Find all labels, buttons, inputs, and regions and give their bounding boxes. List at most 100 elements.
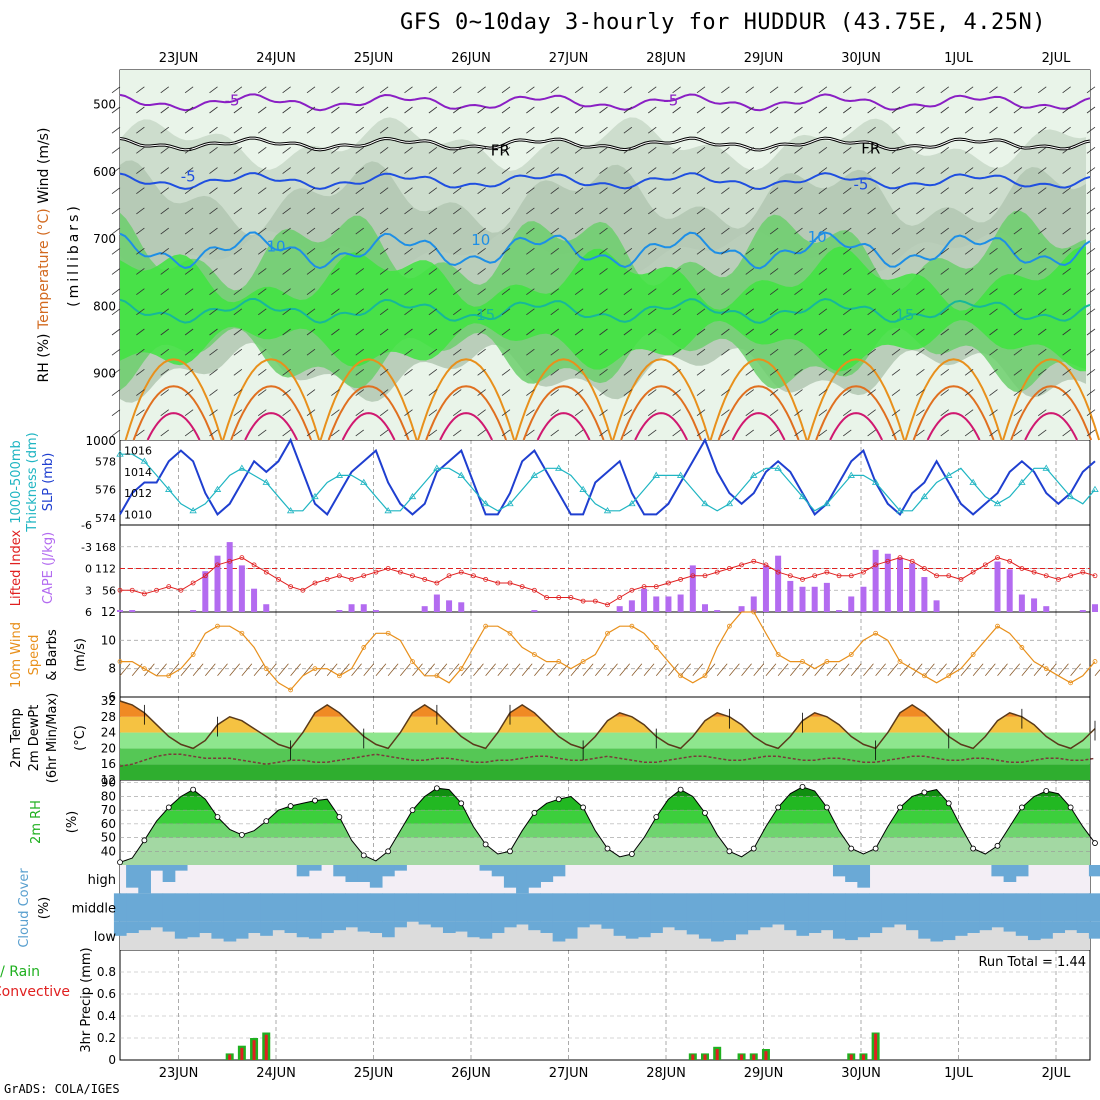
wind-barb bbox=[1013, 369, 1023, 376]
temp-ylabel: 2m DewPt bbox=[27, 705, 42, 772]
wind-barb bbox=[891, 86, 901, 94]
wind-barb bbox=[306, 167, 316, 174]
cloud-low-bar bbox=[759, 921, 773, 928]
wind-barb bbox=[526, 348, 535, 356]
wind-barb bbox=[526, 187, 535, 195]
precip-convective-bar bbox=[703, 1054, 707, 1060]
wind-barb bbox=[745, 429, 754, 437]
cloud-middle-bar bbox=[308, 893, 322, 922]
wind-barb bbox=[160, 207, 169, 215]
cape-bar bbox=[884, 553, 891, 612]
wind-barb bbox=[769, 187, 779, 195]
li-marker bbox=[397, 569, 403, 575]
wind-barb bbox=[379, 167, 389, 174]
wind-barb bbox=[1086, 348, 1096, 356]
li-marker bbox=[458, 569, 464, 575]
wind-barb bbox=[424, 663, 435, 677]
rh-tick-label: 80 bbox=[101, 789, 116, 803]
wind-barb bbox=[160, 126, 169, 134]
li-tick-label: 6 bbox=[85, 606, 92, 619]
wind-barb bbox=[1094, 669, 1100, 677]
wind-barb bbox=[180, 663, 192, 677]
cloud-middle-bar bbox=[442, 893, 456, 922]
wind-barb bbox=[258, 147, 267, 154]
wind-barb bbox=[428, 389, 438, 396]
wind-barb bbox=[875, 663, 886, 677]
wind-barb bbox=[916, 227, 925, 235]
cloud-high-bar bbox=[552, 865, 566, 877]
wind-marker bbox=[605, 630, 610, 636]
wind-barb bbox=[477, 409, 486, 417]
wind-barb bbox=[550, 147, 559, 154]
wind-barb bbox=[745, 126, 754, 134]
cape-bar bbox=[1018, 594, 1025, 612]
cloud-low-bar bbox=[674, 921, 688, 931]
wind-barb bbox=[989, 288, 998, 295]
wind-barb bbox=[745, 147, 754, 154]
wind-barb bbox=[209, 389, 218, 396]
wind-barb bbox=[1086, 227, 1096, 235]
cloud-middle-bar bbox=[1076, 893, 1090, 922]
precip-ylabel: Total / Rain bbox=[0, 964, 40, 980]
cloud-middle-bar bbox=[260, 893, 273, 922]
cloud-low-bar bbox=[321, 921, 334, 933]
precip-convective-bar bbox=[264, 1034, 268, 1060]
wind-barb bbox=[843, 409, 852, 417]
wind-barb bbox=[184, 268, 194, 275]
wind-barb bbox=[704, 663, 716, 677]
wind-barb bbox=[672, 126, 681, 134]
wind-barb bbox=[1062, 308, 1071, 316]
wind-barb bbox=[1013, 348, 1023, 356]
cloud-middle-bar bbox=[735, 893, 749, 922]
cape-bar bbox=[1031, 598, 1038, 612]
cloud-low-bar bbox=[1015, 921, 1029, 936]
date-label-top: 26JUN bbox=[451, 51, 491, 66]
wind-barb bbox=[1013, 409, 1023, 417]
wind-barb bbox=[453, 288, 462, 295]
wind-barb bbox=[233, 409, 243, 417]
wind-barb bbox=[940, 247, 949, 255]
wind-barb bbox=[891, 268, 901, 275]
wind-barb bbox=[916, 207, 925, 215]
date-label-bottom: 30JUN bbox=[841, 1066, 881, 1081]
li-marker bbox=[483, 576, 489, 582]
cloud-low-bar bbox=[723, 921, 736, 941]
cape-bar bbox=[811, 586, 818, 612]
cloud-low-bar bbox=[491, 921, 505, 933]
thickness-marker bbox=[701, 499, 709, 507]
wind-barb bbox=[964, 86, 974, 94]
wind-barb bbox=[111, 147, 121, 154]
thickness-marker bbox=[1091, 485, 1099, 492]
wind-barb bbox=[306, 147, 316, 154]
cloud-low-bar bbox=[613, 921, 627, 936]
wind-barb bbox=[648, 268, 657, 275]
wind-barb bbox=[453, 167, 462, 174]
thickness-marker bbox=[360, 478, 368, 485]
wind-barb bbox=[282, 126, 291, 134]
wind-barb bbox=[379, 207, 389, 215]
wind-barb bbox=[448, 663, 460, 677]
wind-barb bbox=[428, 348, 438, 356]
wind-barb bbox=[574, 389, 584, 396]
rh-marker bbox=[580, 804, 587, 811]
wind-barb bbox=[379, 126, 389, 134]
wind-barb bbox=[623, 207, 633, 215]
wind-barb bbox=[1013, 389, 1023, 396]
wind-barb bbox=[964, 288, 974, 295]
li-marker bbox=[739, 562, 744, 568]
wind-barb bbox=[814, 663, 825, 677]
cape-bar bbox=[738, 606, 745, 612]
li-marker bbox=[1007, 558, 1013, 564]
wind-barb bbox=[794, 247, 803, 255]
cloud-middle-bar bbox=[772, 893, 785, 922]
thickness-marker bbox=[140, 457, 149, 464]
wind-barb bbox=[1086, 86, 1096, 94]
isotherm-line bbox=[119, 172, 1091, 191]
wind-barb bbox=[136, 328, 145, 336]
cloud-low-bar bbox=[954, 921, 968, 936]
wind-barb bbox=[160, 348, 169, 356]
wind-barb bbox=[964, 126, 974, 134]
li-marker bbox=[982, 562, 988, 568]
wind-barb bbox=[477, 207, 486, 215]
temp-warm-band bbox=[120, 697, 1090, 701]
